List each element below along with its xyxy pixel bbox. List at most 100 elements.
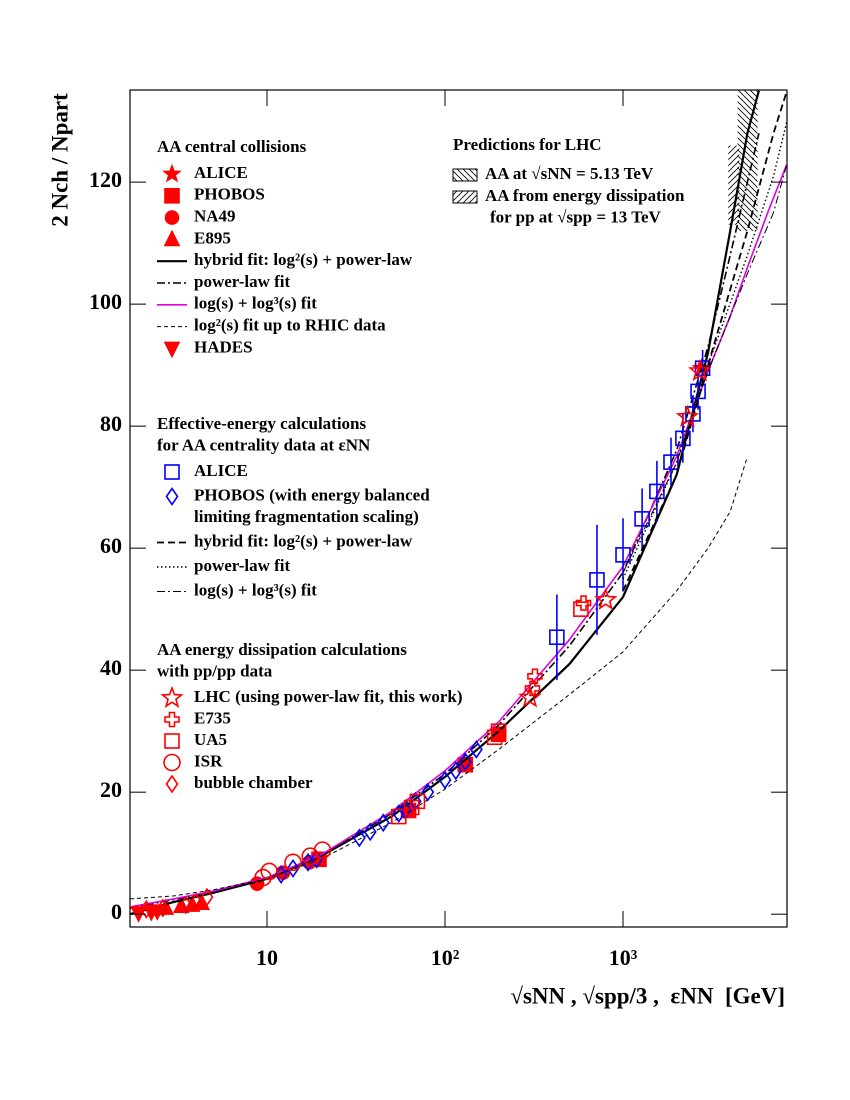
y-axis-title: 2 Nch / Npart: [47, 93, 72, 227]
plot-frame: [129, 89, 788, 928]
y-tick-label: 60: [100, 533, 122, 558]
legend-label: UA5: [194, 730, 227, 749]
cross-marker: [164, 711, 180, 728]
x-tick-label: 10²: [431, 945, 460, 970]
cross-marker: [527, 668, 543, 685]
legend-label: ISR: [194, 751, 223, 770]
plot-area: [130, 90, 787, 923]
circle-marker: [164, 210, 180, 225]
legend-label: ALICE: [194, 163, 248, 182]
diamond-marker: [376, 813, 390, 833]
cross-marker: [575, 595, 592, 611]
legend-label: PHOBOS (with energy balanced: [194, 485, 430, 504]
legend-label: PHOBOS: [194, 185, 265, 204]
legend-hatch: [452, 168, 478, 182]
square-marker: [690, 383, 706, 400]
square-marker: [573, 601, 589, 617]
square-marker: [589, 572, 605, 588]
y-tick-label: 80: [100, 411, 122, 436]
legend-heading: Effective-energy calculations: [157, 414, 367, 433]
diamond-marker: [458, 752, 472, 772]
star-marker: [594, 587, 618, 610]
prediction-band: [728, 145, 740, 225]
legend-label: for pp at √spp = 13 TeV: [490, 207, 662, 226]
star-marker: [518, 685, 542, 708]
circle-marker: [284, 853, 302, 872]
circle-marker: [313, 841, 332, 859]
legend-label: log(s) + log³(s) fit: [194, 294, 317, 313]
legend-label: log²(s) fit up to RHIC data: [194, 316, 386, 335]
diamond-marker: [469, 740, 483, 759]
diamond-marker: [139, 899, 153, 919]
legend-heading: Predictions for LHC: [453, 135, 602, 154]
y-tick-label: 100: [89, 289, 122, 314]
square-marker: [403, 799, 420, 816]
diamond-marker: [352, 828, 366, 848]
diamond-marker: [165, 487, 179, 506]
legend-label: HADES: [194, 337, 253, 356]
diamond-marker: [200, 887, 214, 907]
triangle-marker: [163, 229, 181, 247]
y-tick-label: 0: [111, 899, 122, 924]
x-tick-label: 10³: [609, 945, 638, 970]
fit-curve: [130, 90, 760, 916]
circle-marker: [254, 868, 272, 887]
legend-heading: AA energy dissipation calculations: [157, 640, 407, 659]
legend-heading: AA central collisions: [157, 137, 307, 156]
square-marker: [486, 729, 503, 746]
fit-curve: [622, 90, 787, 592]
square-marker: [490, 723, 507, 739]
legend-label: hybrid fit: log²(s) + power-law: [194, 250, 413, 269]
legend-hatch: [452, 190, 478, 204]
diamond-marker: [189, 892, 203, 912]
square-marker: [549, 629, 565, 646]
star-marker: [675, 404, 700, 427]
legend-label: bubble chamber: [194, 773, 313, 792]
diamond-marker: [408, 791, 422, 811]
cross-marker: [524, 680, 541, 697]
diamond-marker: [286, 859, 300, 878]
diamond-marker: [438, 770, 452, 790]
square-marker: [390, 808, 407, 825]
triangle-marker: [163, 341, 181, 359]
legend-heading: for AA centrality data at εNN: [157, 435, 371, 454]
y-tick-label: 40: [100, 655, 122, 680]
fit-curve: [622, 163, 787, 573]
legend-label: LHC (using power-law fit, this work): [194, 687, 463, 706]
prediction-band: [737, 90, 758, 231]
circle-marker: [163, 753, 181, 772]
legend-heading: with pp/pp data: [157, 661, 273, 680]
square-marker: [409, 793, 426, 810]
legend-label: AA from energy dissipation: [485, 186, 685, 205]
square-marker: [663, 454, 679, 470]
x-axis-title: √sNN , √spp/3 , εNN [GeV]: [510, 983, 785, 1008]
x-tick-label: 10: [256, 945, 278, 970]
legend-label: NA49: [194, 207, 236, 226]
diamond-marker: [179, 895, 193, 915]
legend-label: hybrid fit: log²(s) + power-law: [194, 531, 413, 550]
square-marker: [615, 547, 631, 563]
diamond-marker: [392, 804, 406, 823]
square-marker: [164, 188, 180, 204]
legend-label: power-law fit: [194, 272, 290, 291]
star-marker: [162, 163, 182, 183]
legend-label: power-law fit: [194, 556, 290, 575]
legend-label: limiting fragmentation scaling): [194, 507, 419, 526]
legend-label: AA at √sNN = 5.13 TeV: [485, 164, 654, 183]
legend-label: log(s) + log³(s) fit: [194, 580, 317, 599]
y-tick-label: 20: [100, 777, 122, 802]
legend-label: E735: [194, 708, 231, 727]
diamond-marker: [165, 774, 179, 794]
y-tick-label: 120: [89, 167, 122, 192]
star-marker: [688, 358, 712, 382]
diamond-marker: [449, 761, 463, 781]
fit-curve: [622, 120, 787, 579]
star-marker: [160, 685, 184, 708]
diamond-marker: [421, 782, 435, 802]
legend-label: ALICE: [194, 461, 248, 480]
fit-curve: [130, 456, 748, 900]
square-marker: [164, 464, 180, 480]
diamond-marker: [310, 849, 324, 869]
square-marker: [164, 733, 180, 749]
